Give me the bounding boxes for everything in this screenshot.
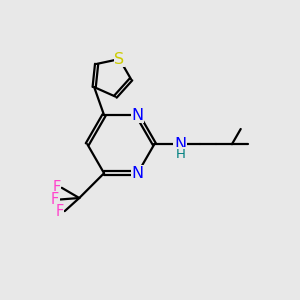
- Text: N: N: [174, 137, 186, 152]
- Text: F: F: [51, 192, 59, 207]
- Text: N: N: [131, 108, 144, 123]
- Text: F: F: [52, 180, 61, 195]
- Text: F: F: [55, 204, 64, 219]
- Text: S: S: [114, 52, 124, 67]
- Text: H: H: [176, 148, 185, 161]
- Text: N: N: [131, 166, 144, 181]
